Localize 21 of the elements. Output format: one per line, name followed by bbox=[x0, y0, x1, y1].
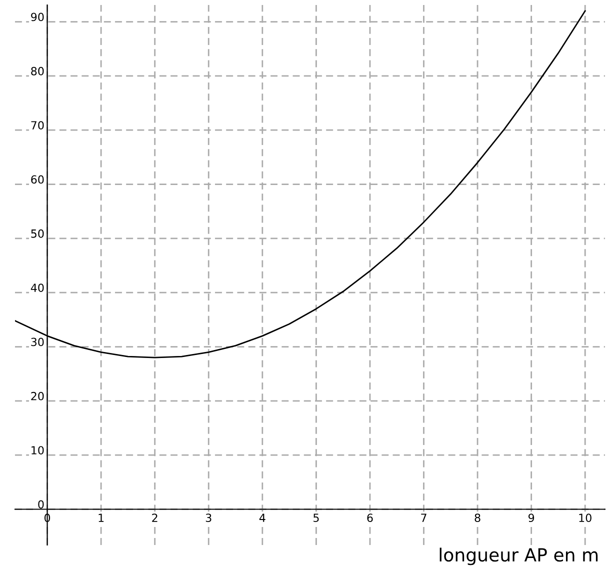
x-tick-label: 8 bbox=[474, 514, 480, 522]
x-tick-label: 3 bbox=[206, 514, 212, 522]
y-tick-label: 90 bbox=[31, 12, 44, 22]
x-tick-label: 1 bbox=[98, 514, 104, 522]
x-tick-label: 7 bbox=[421, 514, 426, 522]
y-tick-label: 80 bbox=[31, 66, 44, 76]
y-tick-label: 10 bbox=[32, 446, 44, 454]
x-tick-label: 9 bbox=[528, 514, 534, 522]
x-axis-title: longueur AP en m bbox=[440, 548, 598, 566]
x-tick-label: 2 bbox=[152, 514, 158, 522]
y-tick-label: 50 bbox=[31, 229, 44, 238]
y-tick-label: 60 bbox=[31, 175, 44, 184]
x-tick-label: 10 bbox=[579, 514, 592, 522]
y-tick-label: 0 bbox=[38, 500, 44, 509]
y-tick-label: 40 bbox=[30, 284, 44, 292]
y-tick-label: 70 bbox=[31, 121, 44, 130]
y-tick-label: 30 bbox=[31, 338, 44, 346]
x-tick-label: 5 bbox=[314, 514, 319, 522]
x-tick-label: 6 bbox=[367, 514, 373, 522]
y-tick-label: 20 bbox=[31, 392, 44, 400]
x-tick-label: 4 bbox=[259, 514, 266, 522]
